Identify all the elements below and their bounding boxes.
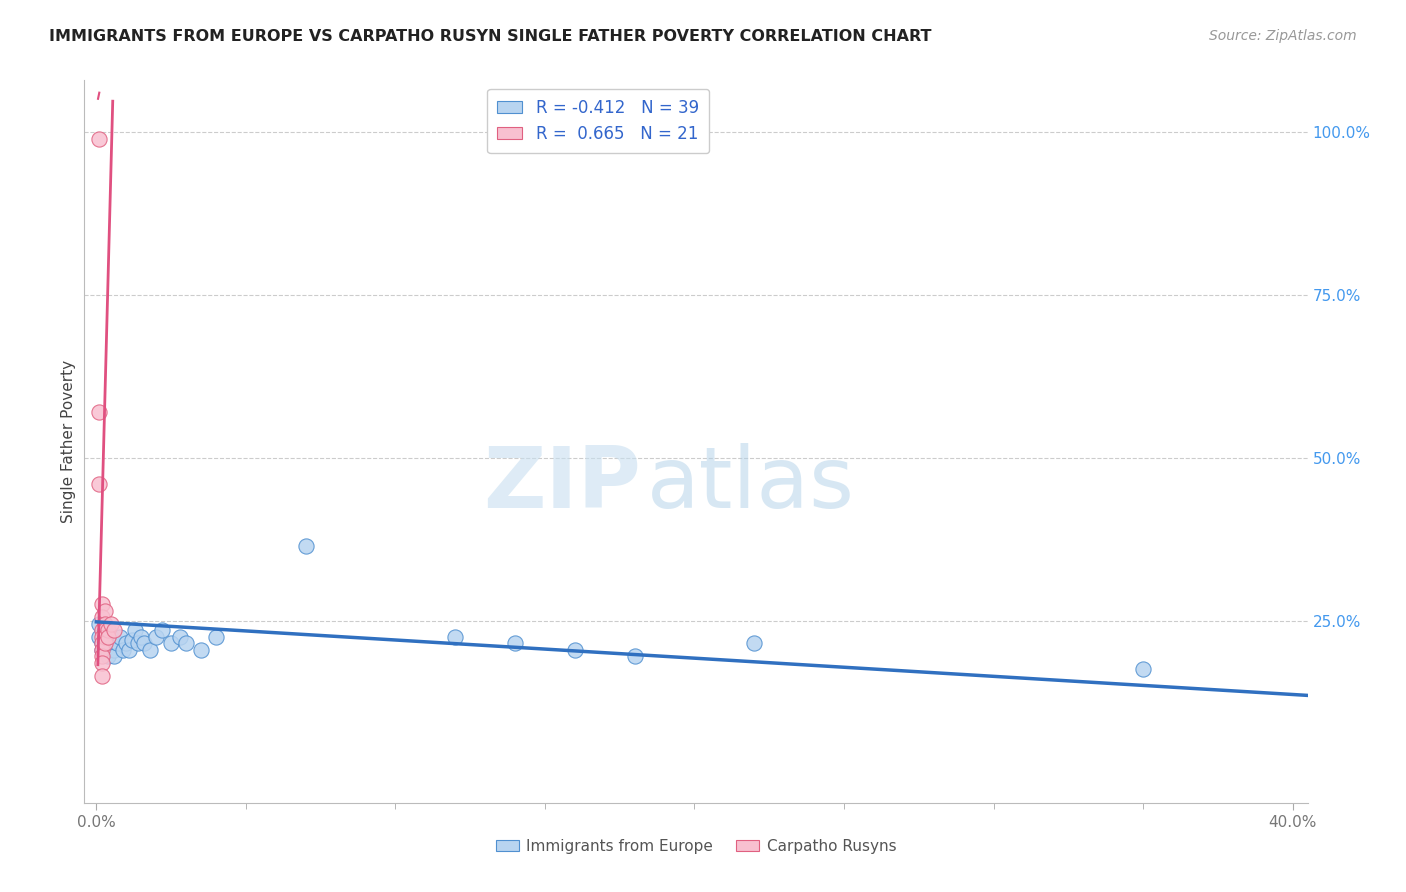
Y-axis label: Single Father Poverty: Single Father Poverty	[60, 360, 76, 523]
Point	[100, 636, 122, 650]
Point	[91, 643, 114, 657]
Point	[100, 616, 122, 631]
Point	[564, 643, 586, 657]
Point	[121, 633, 143, 648]
Point	[94, 630, 117, 644]
Point	[94, 630, 117, 644]
Point	[91, 636, 114, 650]
Point	[103, 624, 125, 638]
Legend: Immigrants from Europe, Carpatho Rusyns: Immigrants from Europe, Carpatho Rusyns	[489, 833, 903, 860]
Point	[294, 539, 316, 553]
Point	[94, 643, 117, 657]
Point	[160, 636, 183, 650]
Point	[91, 649, 114, 664]
Point	[105, 636, 128, 650]
Point	[94, 604, 117, 618]
Point	[127, 636, 149, 650]
Point	[89, 132, 111, 146]
Point	[91, 610, 114, 624]
Text: atlas: atlas	[647, 443, 855, 526]
Point	[89, 405, 111, 419]
Point	[112, 643, 135, 657]
Point	[91, 656, 114, 670]
Point	[97, 649, 120, 664]
Point	[1132, 662, 1154, 676]
Point	[97, 636, 120, 650]
Point	[118, 643, 141, 657]
Point	[94, 616, 117, 631]
Point	[100, 630, 122, 644]
Point	[174, 636, 197, 650]
Point	[91, 643, 114, 657]
Point	[91, 597, 114, 611]
Text: IMMIGRANTS FROM EUROPE VS CARPATHO RUSYN SINGLE FATHER POVERTY CORRELATION CHART: IMMIGRANTS FROM EUROPE VS CARPATHO RUSYN…	[49, 29, 932, 44]
Point	[145, 630, 167, 644]
Point	[89, 616, 111, 631]
Point	[91, 624, 114, 638]
Point	[89, 630, 111, 644]
Point	[97, 643, 120, 657]
Point	[623, 649, 645, 664]
Point	[129, 630, 152, 644]
Point	[94, 624, 117, 638]
Point	[190, 643, 212, 657]
Point	[444, 630, 467, 644]
Point	[150, 624, 173, 638]
Point	[124, 624, 146, 638]
Point	[742, 636, 765, 650]
Point	[91, 630, 114, 644]
Point	[97, 624, 120, 638]
Point	[89, 476, 111, 491]
Point	[169, 630, 191, 644]
Point	[94, 636, 117, 650]
Point	[139, 643, 162, 657]
Text: ZIP: ZIP	[484, 443, 641, 526]
Point	[91, 669, 114, 683]
Point	[205, 630, 228, 644]
Point	[103, 649, 125, 664]
Point	[97, 630, 120, 644]
Point	[503, 636, 526, 650]
Point	[103, 643, 125, 657]
Point	[115, 636, 138, 650]
Point	[134, 636, 156, 650]
Point	[91, 636, 114, 650]
Point	[94, 636, 117, 650]
Point	[110, 630, 132, 644]
Text: Source: ZipAtlas.com: Source: ZipAtlas.com	[1209, 29, 1357, 43]
